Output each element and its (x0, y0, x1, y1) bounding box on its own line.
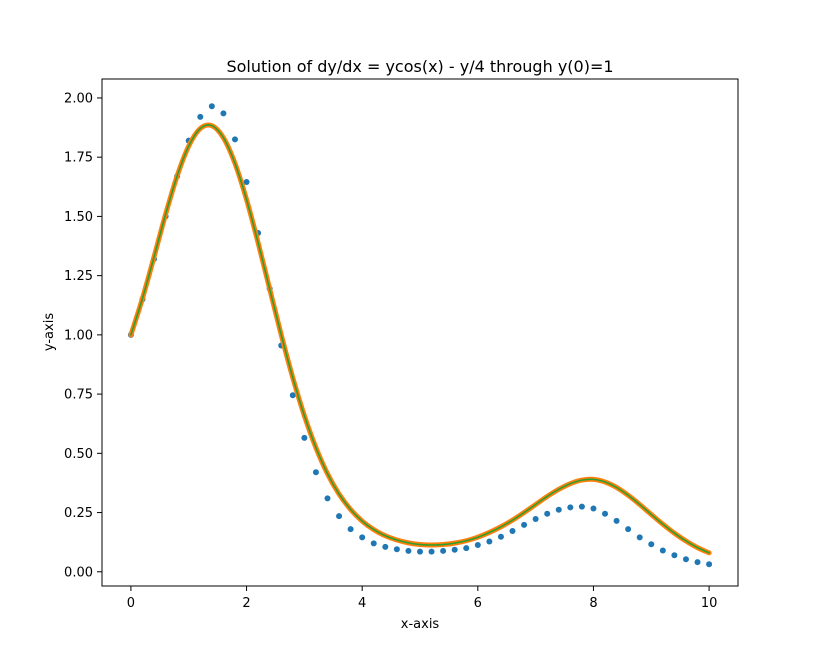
data-point (602, 510, 609, 517)
data-point (208, 103, 215, 110)
data-point (625, 526, 632, 533)
data-point (636, 534, 643, 541)
data-point (347, 526, 354, 533)
data-point (613, 517, 620, 524)
data-point (463, 545, 470, 552)
data-point (451, 546, 458, 553)
data-point (567, 504, 574, 511)
data-point (359, 534, 366, 541)
data-point (428, 548, 435, 555)
data-point (417, 548, 423, 555)
x-tick-label: 10 (701, 596, 718, 611)
chart-title: Solution of dy/dx = ycos(x) - y/4 throug… (226, 57, 613, 76)
data-point (370, 540, 377, 547)
data-point (440, 547, 447, 554)
data-point (486, 538, 493, 545)
x-axis-ticks: 0 2 4 6 8 10 (127, 586, 718, 611)
data-point (671, 552, 678, 559)
data-point (231, 136, 238, 143)
y-tick-label: 1.25 (64, 269, 93, 284)
data-point (289, 392, 296, 399)
data-point (544, 510, 551, 517)
data-point (497, 533, 504, 540)
data-point (555, 506, 562, 513)
data-point (706, 561, 713, 568)
y-tick-label: 1.75 (64, 151, 93, 166)
x-axis-label: x-axis (401, 617, 440, 632)
chart-marks (127, 103, 713, 568)
data-point (336, 513, 343, 520)
y-tick-label: 2.00 (64, 91, 93, 106)
data-point (509, 528, 516, 535)
data-point (197, 113, 204, 120)
axes-frame (101, 78, 739, 587)
y-axis-label: y-axis (42, 313, 57, 351)
x-tick-label: 0 (127, 596, 135, 611)
data-point (382, 543, 389, 550)
data-point (682, 556, 689, 563)
data-point (578, 503, 585, 510)
data-point (301, 434, 308, 441)
y-tick-label: 0.50 (64, 447, 93, 462)
series-line-thin (130, 124, 710, 554)
data-point (659, 547, 666, 554)
x-tick-label: 2 (242, 596, 250, 611)
y-tick-label: 0.00 (64, 565, 93, 580)
y-tick-label: 0.75 (64, 388, 93, 403)
data-point (532, 515, 539, 522)
y-tick-label: 0.25 (64, 506, 93, 521)
x-tick-label: 8 (589, 596, 597, 611)
data-point (243, 179, 250, 186)
plot-area (102, 79, 738, 586)
data-point (694, 559, 701, 566)
x-tick-label: 6 (474, 596, 482, 611)
data-point (393, 546, 400, 553)
data-point (405, 547, 412, 554)
data-point (324, 495, 331, 502)
y-tick-label: 1.00 (64, 328, 93, 343)
y-axis-ticks: 0.00 0.25 0.50 0.75 1.00 1.25 1.50 1.75 2.00 (64, 91, 102, 580)
data-point (590, 505, 597, 512)
data-point (312, 469, 319, 476)
data-point (648, 541, 655, 548)
y-tick-label: 1.50 (64, 210, 93, 225)
data-point (521, 521, 528, 528)
data-point (220, 110, 227, 117)
x-tick-label: 4 (358, 596, 366, 611)
data-point (474, 542, 481, 549)
